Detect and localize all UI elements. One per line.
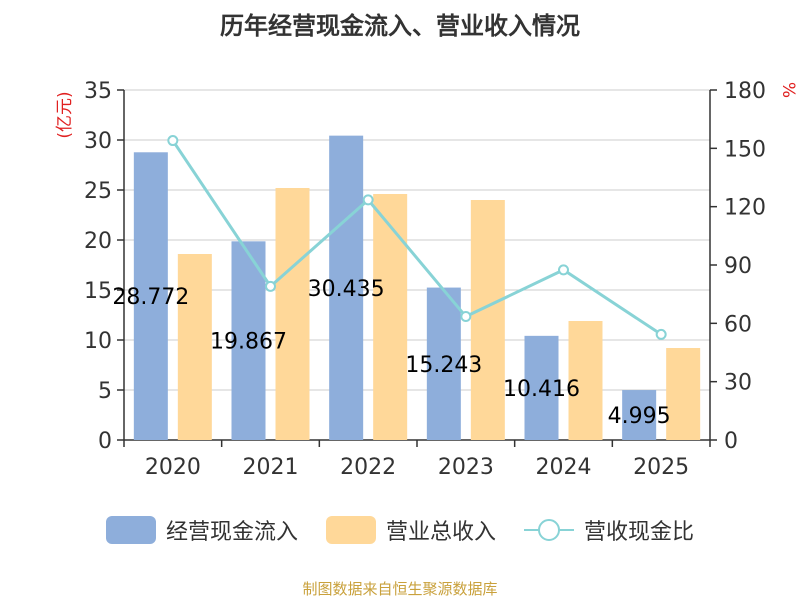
- legend-swatch-revenue: [325, 516, 376, 544]
- point-ratio: [655, 328, 667, 340]
- source-note: 制图数据来自恒生聚源数据库: [302, 580, 498, 598]
- bar-cash-inflow: [329, 135, 364, 440]
- legend-label-revenue: 营业总收入: [385, 520, 496, 545]
- point-ratio: [167, 135, 179, 147]
- bar-cash-inflow: [231, 241, 266, 440]
- y-left-tick-label: 30: [84, 129, 112, 154]
- x-tick-label: 2024: [536, 455, 592, 480]
- bar-revenue: [666, 348, 701, 440]
- legend: 经营现金流入 营业总收入 营收现金比: [0, 514, 800, 546]
- x-tick-label: 2023: [438, 455, 494, 480]
- legend-label-cash-inflow: 经营现金流入: [165, 520, 298, 545]
- bar-revenue: [470, 200, 505, 440]
- legend-item-ratio[interactable]: 营收现金比: [524, 514, 694, 546]
- y-left-tick-label: 15: [84, 279, 112, 304]
- y-left-tick-label: 0: [98, 429, 112, 454]
- y-right-tick-label: 0: [724, 429, 738, 454]
- data-label-cash-inflow: 15.243: [405, 353, 482, 378]
- data-label-cash-inflow: 28.772: [112, 285, 189, 310]
- point-ratio: [265, 280, 276, 292]
- legend-item-cash-inflow[interactable]: 经营现金流入: [105, 514, 298, 546]
- y-left-tick-label: 20: [84, 229, 112, 254]
- bar-cash-inflow: [622, 390, 657, 440]
- x-tick-label: 2025: [633, 455, 689, 480]
- y-right-tick-label: 60: [724, 312, 752, 337]
- data-label-cash-inflow: 19.867: [210, 330, 287, 355]
- bar-revenue: [275, 188, 310, 440]
- point-ratio: [558, 264, 569, 276]
- y-right-tick-label: 120: [724, 196, 766, 221]
- data-label-cash-inflow: 4.995: [608, 404, 671, 429]
- legend-item-revenue[interactable]: 营业总收入: [325, 514, 496, 546]
- y-left-tick-label: 25: [84, 179, 112, 204]
- y-left-tick-label: 5: [98, 379, 112, 404]
- bar-cash-inflow: [133, 152, 168, 440]
- x-tick-label: 2020: [145, 455, 201, 480]
- line-ratio: [171, 139, 662, 336]
- bar-revenue: [373, 194, 408, 440]
- y-right-axis-label: %: [778, 82, 798, 98]
- bar-revenue: [177, 254, 212, 440]
- point-ratio: [460, 311, 472, 323]
- x-tick-label: 2021: [243, 455, 299, 480]
- x-tick-label: 2022: [340, 455, 396, 480]
- y-left-axis-label: (亿元): [55, 91, 75, 138]
- legend-swatch-cash-inflow: [105, 516, 156, 544]
- point-ratio: [362, 194, 374, 206]
- y-right-tick-label: 150: [724, 137, 766, 162]
- y-right-tick-label: 30: [724, 371, 752, 396]
- legend-label-ratio: 营收现金比: [584, 520, 695, 545]
- y-right-tick-label: 90: [724, 254, 752, 279]
- chart-title: 历年经营现金流入、营业收入情况: [220, 12, 580, 40]
- y-left-tick-label: 10: [84, 329, 112, 354]
- bar-cash-inflow: [426, 287, 461, 440]
- data-label-cash-inflow: 10.416: [503, 377, 580, 402]
- data-label-cash-inflow: 30.435: [308, 277, 385, 302]
- bar-revenue: [568, 321, 603, 440]
- y-right-tick-label: 180: [724, 79, 766, 104]
- y-left-tick-label: 35: [84, 79, 112, 104]
- bar-cash-inflow: [524, 335, 559, 440]
- legend-swatch-ratio: [524, 519, 574, 541]
